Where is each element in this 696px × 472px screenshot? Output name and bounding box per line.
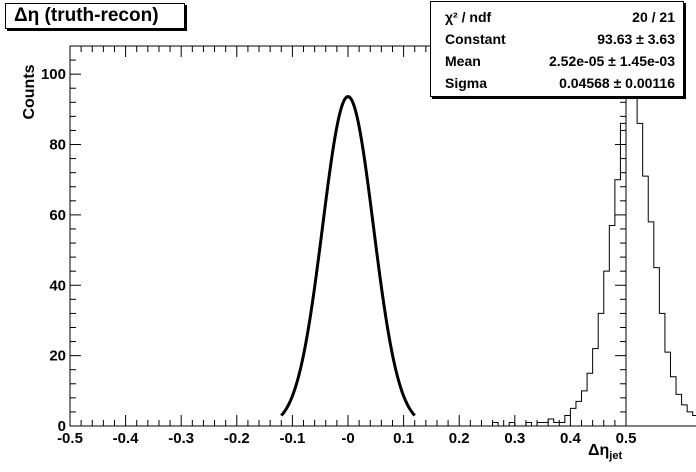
y-tick-label: 20 xyxy=(49,348,66,365)
histogram-title: Δη (truth-recon) xyxy=(14,5,159,26)
y-tick-label: 60 xyxy=(49,207,66,224)
x-tick-label: -0.1 xyxy=(279,430,305,447)
gaussian-fit-curve xyxy=(280,95,416,417)
y-tick-label: 100 xyxy=(41,66,66,83)
x-tick-label: -0.4 xyxy=(113,430,140,447)
stats-label: χ² / ndf xyxy=(445,9,492,25)
y-axis-label-text: Counts xyxy=(21,64,38,120)
y-tick-label: 0 xyxy=(58,418,66,435)
stats-row-mean: Mean 2.52e-05 ± 1.45e-03 xyxy=(445,50,675,72)
stats-row-sigma: Sigma 0.04568 ± 0.00116 xyxy=(445,72,675,94)
stats-value: 93.63 ± 3.63 xyxy=(597,31,675,47)
stats-label: Mean xyxy=(445,53,481,69)
stats-label: Sigma xyxy=(445,75,488,91)
x-tick-label: 0.4 xyxy=(560,430,582,447)
x-tick-label: 0.3 xyxy=(504,430,525,447)
x-tick-label: 0.1 xyxy=(393,430,414,447)
stats-value: 0.04568 ± 0.00116 xyxy=(559,75,675,91)
x-tick-label: -0.5 xyxy=(57,430,83,447)
tick-labels: -0.5 -0.4 -0.3 -0.2 -0.1 -0 0.1 0.2 0.3 0.4 0.5 0 20… xyxy=(41,66,636,447)
histogram-series xyxy=(70,63,696,427)
histogram-title-box: Δη (truth-recon) xyxy=(5,3,185,29)
plot-frame xyxy=(69,45,627,427)
stats-label: Constant xyxy=(445,31,506,47)
axis-ticks xyxy=(69,45,627,427)
stats-value: 2.52e-05 ± 1.45e-03 xyxy=(549,53,675,69)
x-tick-label: 0.2 xyxy=(449,430,470,447)
y-axis-label: Counts xyxy=(10,62,50,122)
x-tick-label: 0.5 xyxy=(616,430,637,447)
y-tick-label: 40 xyxy=(49,277,66,294)
x-tick-label: -0.3 xyxy=(168,430,194,447)
x-axis-label-main: Δη xyxy=(588,442,610,459)
stats-value: 20 / 21 xyxy=(632,9,675,25)
x-tick-label: -0 xyxy=(341,430,354,447)
x-axis-label: Δηjet xyxy=(588,442,622,462)
x-tick-label: -0.2 xyxy=(224,430,250,447)
x-axis-label-subscript: jet xyxy=(609,450,623,463)
fit-statistics-box: χ² / ndf 20 / 21 Constant 93.63 ± 3.63 M… xyxy=(430,1,684,97)
y-tick-label: 80 xyxy=(49,137,66,154)
stats-row-constant: Constant 93.63 ± 3.63 xyxy=(445,28,675,50)
stats-row-chi2: χ² / ndf 20 / 21 xyxy=(445,6,675,28)
